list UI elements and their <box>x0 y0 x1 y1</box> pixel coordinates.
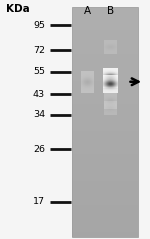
Text: 17: 17 <box>33 197 45 206</box>
Text: KDa: KDa <box>6 4 30 14</box>
Bar <box>72 7 138 237</box>
Text: B: B <box>107 6 114 16</box>
Text: 55: 55 <box>33 67 45 76</box>
Text: A: A <box>84 6 91 16</box>
Text: 72: 72 <box>33 46 45 55</box>
Text: 26: 26 <box>33 145 45 154</box>
Text: 34: 34 <box>33 110 45 119</box>
Text: 43: 43 <box>33 90 45 99</box>
Text: 95: 95 <box>33 21 45 30</box>
